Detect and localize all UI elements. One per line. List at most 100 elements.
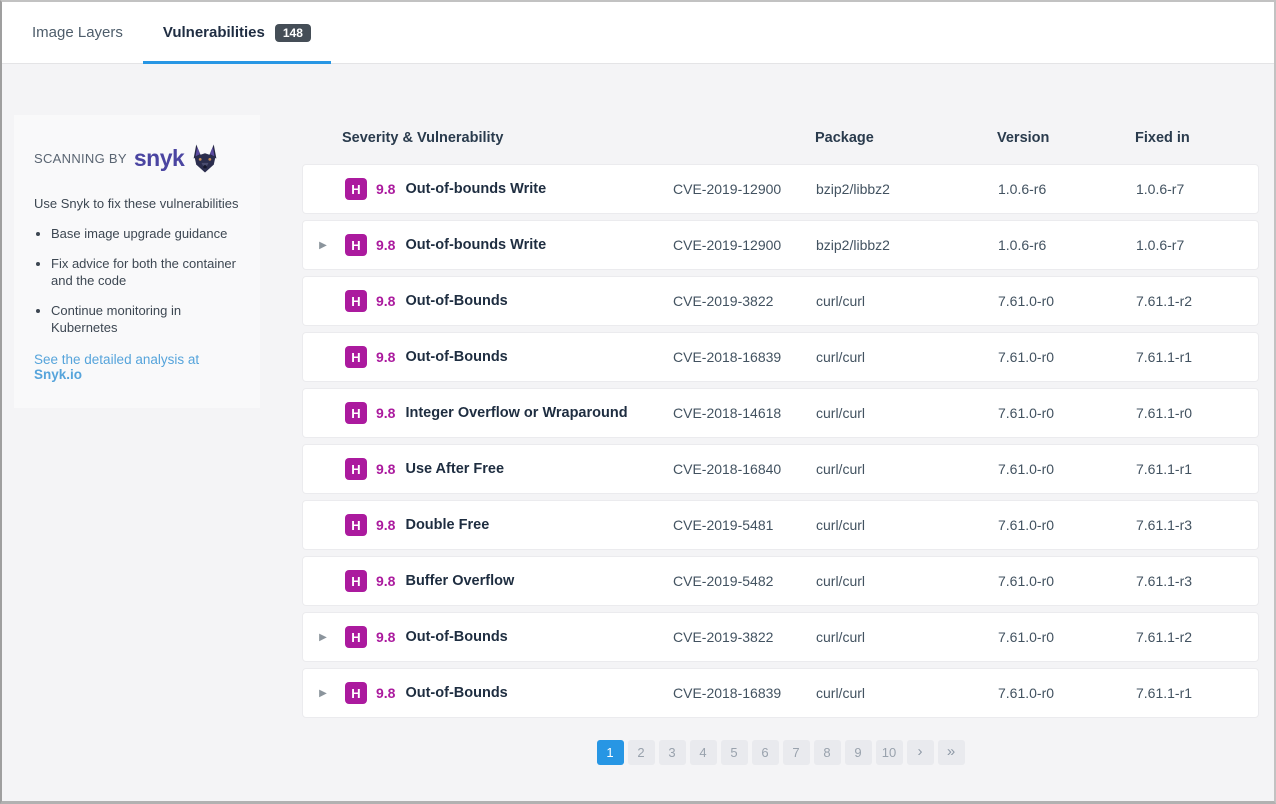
severity-high-badge: H [345, 570, 367, 592]
severity-cell: H 9.8 Integer Overflow or Wraparound [303, 402, 673, 424]
fixed-in-version: 7.61.1-r1 [1136, 349, 1193, 365]
severity-cell: H 9.8 Out-of-Bounds [303, 290, 673, 312]
page-button-2[interactable]: 2 [627, 740, 655, 765]
fixed-in-version: 7.61.1-r1 [1136, 685, 1193, 701]
table-row[interactable]: H 9.8 Use After Free CVE-2018-16840 curl… [302, 444, 1259, 494]
table-row[interactable]: H 9.8 Integer Overflow or Wraparound CVE… [302, 388, 1259, 438]
cvss-score: 9.8 [376, 181, 396, 197]
package-version: 7.61.0-r0 [998, 685, 1055, 701]
table-row[interactable]: H 9.8 Buffer Overflow CVE-2019-5482 curl… [302, 556, 1259, 606]
package-name: curl/curl [816, 685, 866, 701]
vulnerability-name: Integer Overflow or Wraparound [405, 405, 628, 421]
vulnerability-name: Out-of-Bounds [405, 629, 508, 645]
tab-bar: Image Layers Vulnerabilities 148 [2, 2, 1274, 64]
package-version: 7.61.0-r0 [998, 573, 1055, 589]
page-button-7[interactable]: 7 [782, 740, 810, 765]
severity-high-badge: H [345, 626, 367, 648]
fixed-in-version: 1.0.6-r7 [1136, 237, 1185, 253]
snyk-doberman-dog-icon [193, 144, 217, 173]
page-button-3[interactable]: 3 [658, 740, 686, 765]
table-row[interactable]: H 9.8 Double Free CVE-2019-5481 curl/cur… [302, 500, 1259, 550]
table-body: H 9.8 Out-of-bounds Write CVE-2019-12900… [302, 164, 1259, 718]
last-page-button[interactable]: » [937, 740, 965, 765]
severity-high-badge: H [345, 346, 367, 368]
column-header-fixed-in: Fixed in [1135, 130, 1190, 146]
table-row[interactable]: ▶ H 9.8 Out-of-Bounds CVE-2018-16839 cur… [302, 668, 1259, 718]
snyk-benefit-item: Fix advice for both the container and th… [51, 255, 241, 290]
severity-high-badge: H [345, 402, 367, 424]
package-name: curl/curl [816, 349, 866, 365]
cvss-score: 9.8 [376, 349, 396, 365]
page-button-5[interactable]: 5 [720, 740, 748, 765]
cvss-score: 9.8 [376, 685, 396, 701]
severity-cell: H 9.8 Use After Free [303, 458, 673, 480]
table-header-row: Severity & Vulnerability Package Version… [302, 112, 1259, 164]
table-row[interactable]: H 9.8 Out-of-Bounds CVE-2019-3822 curl/c… [302, 276, 1259, 326]
tab-image-layers-label: Image Layers [32, 24, 123, 41]
vulnerability-name: Out-of-Bounds [405, 349, 508, 365]
vulnerability-name: Double Free [405, 517, 490, 533]
severity-cell: H 9.8 Out-of-bounds Write [303, 178, 673, 200]
table-row[interactable]: ▶ H 9.8 Out-of-Bounds CVE-2019-3822 curl… [302, 612, 1259, 662]
page-button-4[interactable]: 4 [689, 740, 717, 765]
cve-id: CVE-2019-12900 [673, 181, 782, 197]
package-name: curl/curl [816, 405, 866, 421]
snyk-logo-wordmark: snyk [133, 145, 185, 171]
table-row[interactable]: H 9.8 Out-of-bounds Write CVE-2019-12900… [302, 164, 1259, 214]
column-header-version: Version [997, 130, 1050, 146]
package-version: 7.61.0-r0 [998, 405, 1055, 421]
cvss-score: 9.8 [376, 629, 396, 645]
package-version: 7.61.0-r0 [998, 349, 1055, 365]
tab-image-layers[interactable]: Image Layers [12, 2, 143, 63]
vulnerability-name: Out-of-Bounds [405, 293, 508, 309]
snyk-detailed-analysis-link[interactable]: See the detailed analysis at Snyk.io [34, 352, 240, 382]
page-button-1[interactable]: 1 [596, 740, 624, 765]
cvss-score: 9.8 [376, 461, 396, 477]
package-version: 1.0.6-r6 [998, 237, 1047, 253]
package-name: curl/curl [816, 461, 866, 477]
cve-id: CVE-2018-14618 [673, 405, 782, 421]
severity-high-badge: H [345, 178, 367, 200]
expand-row-chevron-icon[interactable]: ▶ [319, 239, 327, 251]
column-header-severity: Severity & Vulnerability [342, 130, 504, 146]
cvss-score: 9.8 [376, 573, 396, 589]
fixed-in-version: 7.61.1-r3 [1136, 517, 1193, 533]
vulnerability-name: Out-of-bounds Write [405, 237, 547, 253]
severity-cell: H 9.8 Double Free [303, 514, 673, 536]
page-button-6[interactable]: 6 [751, 740, 779, 765]
table-row[interactable]: H 9.8 Out-of-Bounds CVE-2018-16839 curl/… [302, 332, 1259, 382]
page-button-8[interactable]: 8 [813, 740, 841, 765]
fixed-in-version: 1.0.6-r7 [1136, 181, 1185, 197]
cve-id: CVE-2018-16839 [673, 685, 782, 701]
tab-vulnerabilities[interactable]: Vulnerabilities 148 [142, 2, 331, 64]
package-version: 7.61.0-r0 [998, 629, 1055, 645]
cve-id: CVE-2019-3822 [673, 629, 774, 645]
fixed-in-version: 7.61.1-r1 [1136, 461, 1193, 477]
severity-cell: ▶ H 9.8 Out-of-bounds Write [303, 234, 673, 256]
cvss-score: 9.8 [376, 293, 396, 309]
cvss-score: 9.8 [376, 405, 396, 421]
page-button-10[interactable]: 10 [875, 740, 903, 765]
snyk-link-text: See the detailed analysis at [34, 351, 200, 367]
severity-high-badge: H [345, 458, 367, 480]
snyk-benefit-item: Base image upgrade guidance [51, 225, 241, 243]
snyk-benefit-item: Continue monitoring in Kubernetes [51, 302, 241, 337]
package-name: bzip2/libbz2 [816, 237, 890, 253]
package-version: 1.0.6-r6 [998, 181, 1047, 197]
severity-cell: H 9.8 Out-of-Bounds [303, 346, 673, 368]
cvss-score: 9.8 [376, 237, 396, 253]
package-name: curl/curl [816, 293, 866, 309]
expand-row-chevron-icon[interactable]: ▶ [319, 687, 327, 699]
vulnerability-name: Buffer Overflow [405, 573, 515, 589]
table-row[interactable]: ▶ H 9.8 Out-of-bounds Write CVE-2019-129… [302, 220, 1259, 270]
scanning-by-label: SCANNING BY [34, 151, 127, 166]
expand-row-chevron-icon[interactable]: ▶ [319, 631, 327, 643]
package-name: curl/curl [816, 517, 866, 533]
page-button-9[interactable]: 9 [844, 740, 872, 765]
vulnerabilities-table: Severity & Vulnerability Package Version… [302, 66, 1259, 765]
cve-id: CVE-2019-3822 [673, 293, 774, 309]
cve-id: CVE-2018-16839 [673, 349, 782, 365]
column-header-package: Package [815, 130, 874, 146]
package-version: 7.61.0-r0 [998, 517, 1055, 533]
next-page-button[interactable]: › [906, 740, 934, 765]
